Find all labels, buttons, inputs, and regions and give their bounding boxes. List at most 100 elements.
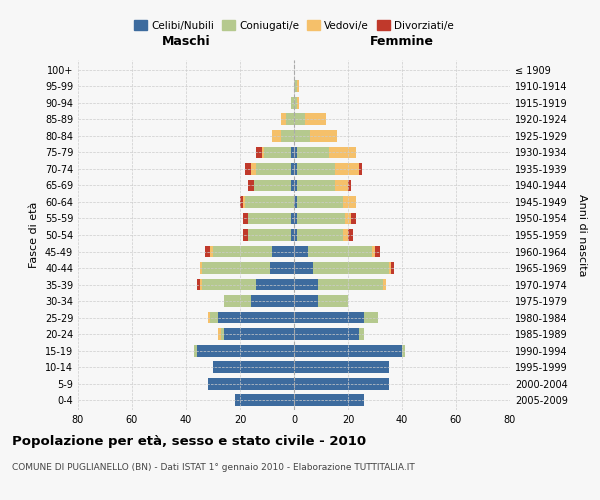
Bar [359, 328, 364, 340]
Bar [256, 163, 292, 175]
Bar [213, 361, 294, 373]
Text: Popolazione per età, sesso e stato civile - 2010: Popolazione per età, sesso e stato civil… [12, 435, 366, 448]
Bar [245, 163, 251, 175]
Bar [348, 229, 353, 241]
Bar [197, 344, 294, 356]
Bar [391, 262, 394, 274]
Bar [251, 295, 294, 307]
Bar [292, 163, 294, 175]
Bar [292, 97, 294, 109]
Bar [294, 278, 319, 290]
Bar [294, 163, 296, 175]
Bar [294, 180, 296, 192]
Bar [224, 328, 294, 340]
Bar [286, 114, 294, 126]
Y-axis label: Fasce di età: Fasce di età [29, 202, 39, 268]
Bar [294, 295, 319, 307]
Bar [364, 312, 378, 324]
Bar [242, 229, 248, 241]
Bar [348, 180, 350, 192]
Text: Femmine: Femmine [370, 36, 434, 49]
Legend: Celibi/Nubili, Coniugati/e, Vedovi/e, Divorziati/e: Celibi/Nubili, Coniugati/e, Vedovi/e, Di… [130, 16, 458, 35]
Bar [294, 394, 364, 406]
Bar [270, 262, 294, 274]
Bar [294, 97, 296, 109]
Bar [359, 163, 361, 175]
Bar [372, 246, 375, 258]
Bar [208, 378, 294, 390]
Bar [294, 80, 296, 92]
Bar [343, 229, 348, 241]
Bar [221, 328, 224, 340]
Bar [240, 196, 242, 208]
Bar [296, 163, 335, 175]
Bar [389, 262, 391, 274]
Text: Maschi: Maschi [161, 36, 211, 49]
Bar [294, 344, 402, 356]
Bar [335, 180, 348, 192]
Bar [346, 212, 350, 224]
Bar [305, 114, 326, 126]
Bar [329, 146, 356, 158]
Bar [308, 246, 372, 258]
Bar [281, 114, 286, 126]
Bar [256, 146, 262, 158]
Bar [205, 246, 210, 258]
Bar [294, 130, 310, 142]
Bar [350, 212, 356, 224]
Bar [294, 328, 359, 340]
Bar [262, 146, 265, 158]
Bar [213, 246, 272, 258]
Bar [199, 278, 202, 290]
Bar [224, 295, 251, 307]
Bar [292, 212, 294, 224]
Bar [296, 80, 299, 92]
Bar [313, 262, 389, 274]
Text: COMUNE DI PUGLIANELLO (BN) - Dati ISTAT 1° gennaio 2010 - Elaborazione TUTTITALI: COMUNE DI PUGLIANELLO (BN) - Dati ISTAT … [12, 462, 415, 471]
Bar [383, 278, 386, 290]
Bar [202, 262, 270, 274]
Bar [211, 246, 213, 258]
Bar [254, 180, 292, 192]
Bar [248, 229, 292, 241]
Bar [294, 246, 308, 258]
Bar [335, 163, 359, 175]
Bar [294, 146, 296, 158]
Bar [296, 97, 299, 109]
Bar [343, 196, 356, 208]
Bar [296, 212, 346, 224]
Bar [218, 312, 294, 324]
Bar [292, 180, 294, 192]
Bar [296, 196, 343, 208]
Bar [296, 146, 329, 158]
Bar [402, 344, 404, 356]
Y-axis label: Anni di nascita: Anni di nascita [577, 194, 587, 276]
Bar [218, 328, 221, 340]
Bar [210, 312, 218, 324]
Bar [294, 114, 305, 126]
Bar [202, 278, 256, 290]
Bar [296, 180, 335, 192]
Bar [294, 361, 389, 373]
Bar [294, 312, 364, 324]
Bar [272, 246, 294, 258]
Bar [294, 229, 296, 241]
Bar [294, 212, 296, 224]
Bar [375, 246, 380, 258]
Bar [319, 295, 348, 307]
Bar [199, 262, 202, 274]
Bar [292, 146, 294, 158]
Bar [319, 278, 383, 290]
Bar [296, 229, 343, 241]
Bar [256, 278, 294, 290]
Bar [197, 278, 199, 290]
Bar [208, 312, 210, 324]
Bar [242, 196, 245, 208]
Bar [248, 212, 292, 224]
Bar [194, 344, 197, 356]
Bar [242, 212, 248, 224]
Bar [294, 378, 389, 390]
Bar [248, 180, 254, 192]
Bar [292, 229, 294, 241]
Bar [294, 262, 313, 274]
